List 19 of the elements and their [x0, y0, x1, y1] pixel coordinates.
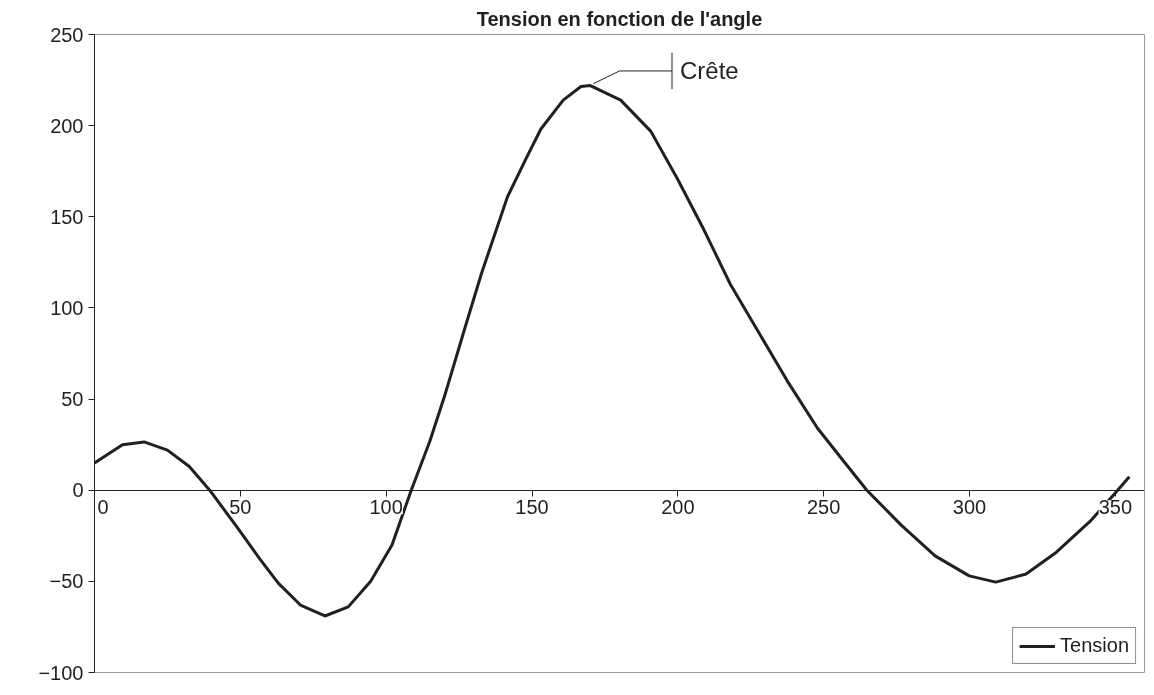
y-tick-label: 200: [50, 114, 84, 137]
legend-label: Tension: [1060, 634, 1129, 657]
y-tick-label: 250: [50, 23, 84, 46]
x-tick-label: 150: [515, 496, 549, 519]
chart-title: Tension en fonction de l'angle: [476, 7, 763, 30]
y-tick-label: 50: [61, 388, 84, 411]
x-tick-label: 100: [369, 496, 403, 519]
x-tick-label: 250: [806, 496, 841, 519]
y-tick-label: 150: [50, 205, 84, 228]
x-tick-label: 350: [1098, 496, 1133, 519]
y-tick-label: −100: [38, 661, 84, 684]
y-tick-label: 100: [50, 296, 84, 319]
x-tick-label: 0: [97, 496, 109, 519]
x-tick-label: 300: [952, 496, 987, 519]
annotation: Crête: [680, 57, 739, 85]
x-tick-label: 50: [229, 496, 252, 519]
y-tick-label: 0: [72, 479, 84, 502]
y-tick-label: −50: [49, 570, 84, 593]
x-tick-label: 200: [661, 496, 695, 519]
